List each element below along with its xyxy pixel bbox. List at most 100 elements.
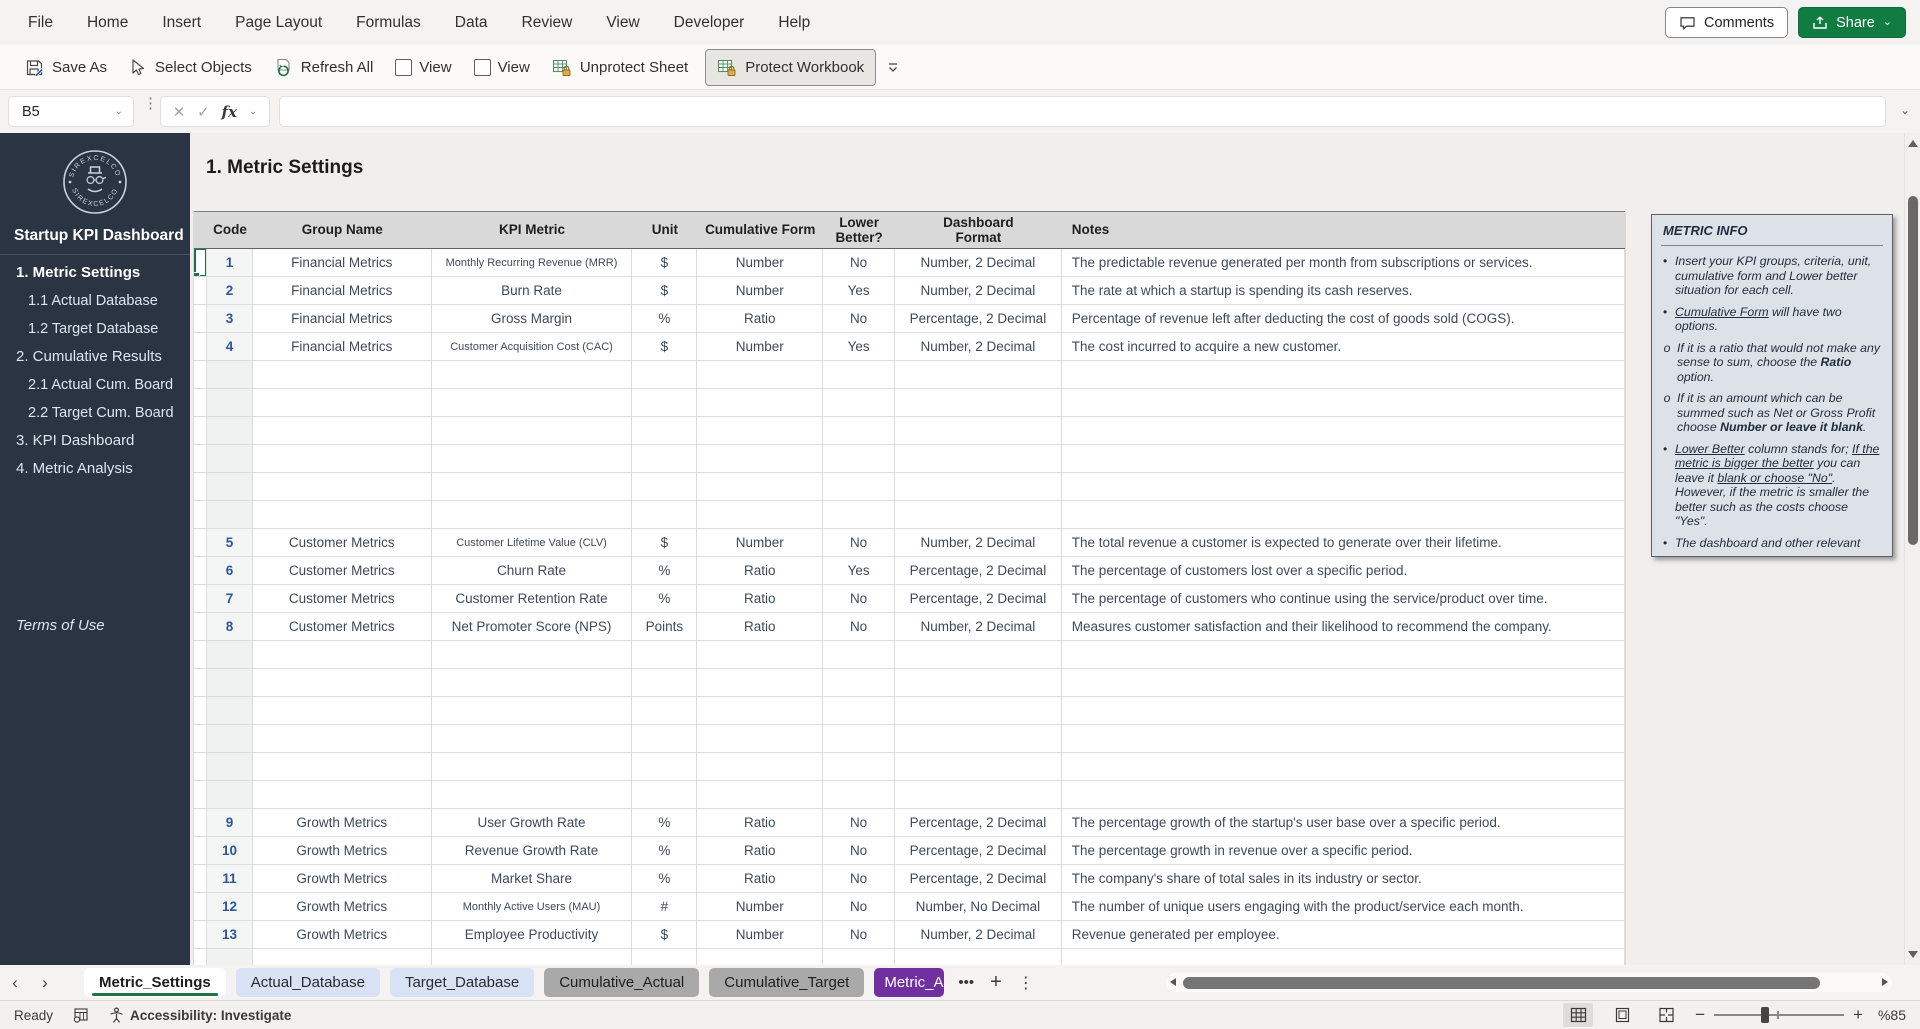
cell-group[interactable] [253,445,432,472]
cell-lower[interactable]: No [823,249,896,276]
sheet-tab-metric-settings[interactable]: Metric_Settings [84,968,226,997]
cell-unit[interactable] [632,473,698,500]
cell-metric[interactable]: Market Share [432,865,633,892]
cell-metric[interactable] [432,697,633,724]
cell-group[interactable]: Financial Metrics [253,249,432,276]
cell-format[interactable] [895,361,1062,388]
comments-button[interactable]: Comments [1664,7,1789,38]
cell-code[interactable] [206,725,253,752]
cell-code[interactable] [206,697,253,724]
cell-margin[interactable] [194,389,207,416]
cell-lower[interactable]: No [823,613,896,640]
cell-format[interactable] [895,669,1062,696]
cell-cumulative[interactable] [697,445,824,472]
cell-lower[interactable] [823,949,896,965]
cell-code[interactable] [206,473,253,500]
cell-metric[interactable] [432,641,633,668]
cell-notes[interactable]: The predictable revenue generated per mo… [1062,249,1626,276]
cell-metric[interactable] [432,949,633,965]
cell-metric[interactable] [432,669,633,696]
cell-margin[interactable] [194,949,207,965]
cell-lower[interactable] [823,361,896,388]
header-cell-cumulative-form[interactable]: Cumulative Form [697,212,823,248]
tab-menu-button[interactable]: ⋮ [1017,974,1034,992]
formula-bar-expand-button[interactable]: ⌄ [1899,103,1910,117]
vertical-scrollbar[interactable] [1904,133,1920,965]
cell-unit[interactable] [632,753,698,780]
sidebar-item-2-2-target-cum-board[interactable]: 2.2 Target Cum. Board [28,405,174,421]
menu-developer[interactable]: Developer [673,13,745,31]
menu-data[interactable]: Data [454,13,488,31]
sheet-section-title[interactable]: 1. Metric Settings [206,157,364,178]
cell-group[interactable]: Financial Metrics [253,277,432,304]
cell-code[interactable] [206,417,253,444]
cell-unit[interactable]: $ [632,277,698,304]
cell-metric[interactable] [432,473,633,500]
cell-group[interactable]: Growth Metrics [253,837,432,864]
cell-format[interactable]: Percentage, 2 Decimal [895,809,1062,836]
cell-format[interactable] [895,949,1062,965]
cell-metric[interactable]: Gross Margin [432,305,633,332]
sheet-nav-right-button[interactable]: › [42,972,48,992]
cell-margin[interactable] [194,669,207,696]
cell-metric[interactable]: Net Promoter Score (NPS) [432,613,633,640]
cell-lower[interactable] [823,501,896,528]
accessibility-status[interactable]: Accessibility: Investigate [109,1007,291,1023]
protect-workbook-button[interactable]: Protect Workbook [705,48,877,86]
cell-notes[interactable]: The percentage of customers who continue… [1062,585,1626,612]
sidebar-item-2-1-actual-cum-board[interactable]: 2.1 Actual Cum. Board [28,377,174,393]
cell-group[interactable]: Customer Metrics [253,557,432,584]
header-cell-lower-better[interactable]: Lower Better? [823,212,895,248]
cell-cumulative[interactable] [697,669,824,696]
cell-notes[interactable]: Revenue generated per employee. [1062,921,1626,948]
cell-margin[interactable] [194,333,207,360]
cell-unit[interactable]: % [632,585,698,612]
zoom-level[interactable]: %85 [1877,1007,1906,1023]
cell-cumulative[interactable]: Ratio [697,305,824,332]
cell-notes[interactable] [1062,781,1626,808]
cell-notes[interactable]: The total revenue a customer is expected… [1062,529,1626,556]
menu-home[interactable]: Home [86,13,129,31]
cell-code[interactable]: 8 [206,613,253,640]
cell-format[interactable]: Number, No Decimal [895,893,1062,920]
cell-notes[interactable] [1062,949,1626,965]
cell-format[interactable]: Number, 2 Decimal [895,529,1062,556]
cell-code[interactable] [206,501,253,528]
cell-cumulative[interactable] [697,361,824,388]
cell-margin[interactable] [194,781,207,808]
cell-lower[interactable] [823,389,896,416]
cell-lower[interactable] [823,725,896,752]
cell-code[interactable] [206,389,253,416]
header-cell-notes[interactable]: Notes [1062,212,1625,248]
cell-margin[interactable] [194,725,207,752]
terms-of-use-link[interactable]: Terms of Use [16,617,105,634]
cell-code[interactable] [206,641,253,668]
formula-input[interactable] [279,96,1886,127]
more-sheets-button[interactable]: ••• [958,974,975,991]
chevron-down-icon[interactable]: ⌄ [248,106,258,117]
name-box[interactable]: B5 ⌄ [8,96,134,127]
cell-unit[interactable]: # [632,893,698,920]
cell-cumulative[interactable] [697,753,824,780]
cell-cumulative[interactable]: Number [697,333,824,360]
cell-format[interactable] [895,725,1062,752]
cell-lower[interactable]: No [823,529,896,556]
cell-metric[interactable]: User Growth Rate [432,809,633,836]
cell-format[interactable] [895,753,1062,780]
cell-lower[interactable] [823,473,896,500]
cell-group[interactable] [253,753,432,780]
cell-code[interactable]: 3 [206,305,253,332]
cell-cumulative[interactable]: Number [697,249,824,276]
cell-notes[interactable]: Percentage of revenue left after deducti… [1062,305,1626,332]
menu-formulas[interactable]: Formulas [356,13,421,31]
select-objects-button[interactable]: Select Objects [118,49,263,86]
cell-notes[interactable]: The percentage of customers lost over a … [1062,557,1626,584]
cell-margin[interactable] [194,529,207,556]
cell-group[interactable]: Growth Metrics [253,809,432,836]
macro-record-icon[interactable] [73,1007,89,1023]
view-checkbox-2[interactable]: View [463,49,541,86]
cell-format[interactable] [895,501,1062,528]
cell-format[interactable]: Number, 2 Decimal [895,921,1062,948]
cell-metric[interactable] [432,445,633,472]
cell-margin[interactable] [194,249,207,276]
